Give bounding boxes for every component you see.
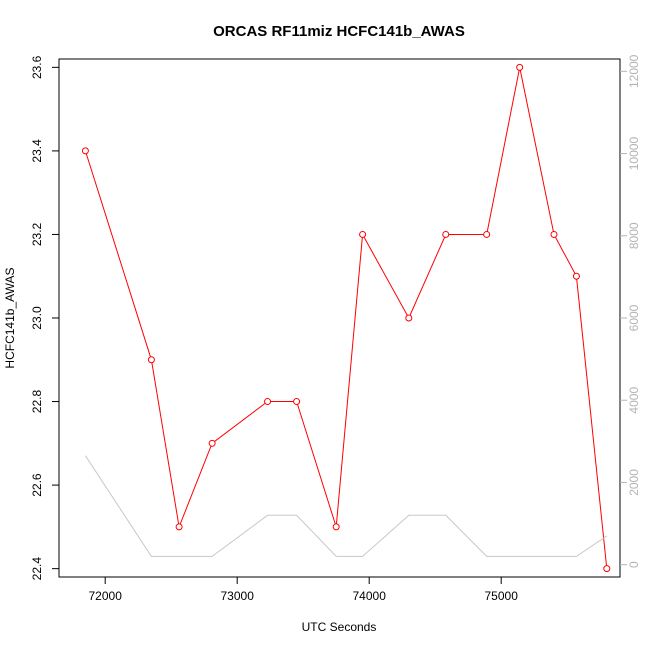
data-point xyxy=(405,314,413,322)
y2-tick-label: 2000 xyxy=(627,469,641,496)
y-tick-label: 23.2 xyxy=(30,222,44,246)
y2-tick-label: 4000 xyxy=(627,387,641,414)
y-tick-label: 22.6 xyxy=(30,473,44,497)
secondary-series-line xyxy=(84,455,608,557)
data-point xyxy=(208,439,216,447)
data-point xyxy=(516,63,524,71)
data-point xyxy=(483,230,491,238)
data-point xyxy=(175,523,183,531)
x-tick-label: 74000 xyxy=(353,589,387,603)
x-tick-label: 75000 xyxy=(485,589,519,603)
data-point xyxy=(442,230,450,238)
primary-series-line xyxy=(84,67,608,569)
data-point xyxy=(264,398,272,406)
x-tick-label: 73000 xyxy=(221,589,255,603)
data-point xyxy=(572,272,580,280)
y-tick-label: 23.6 xyxy=(30,55,44,79)
data-point xyxy=(293,398,301,406)
y2-tick-label: 8000 xyxy=(627,222,641,249)
data-point xyxy=(359,230,367,238)
axis-ticks: 72000 73000 74000 75000 22.4 22.6 22.8 23.0 23.2… xyxy=(30,54,641,603)
x-tick-label: 72000 xyxy=(89,589,123,603)
y-axis-label: HCFC141b_AWAS xyxy=(3,267,17,368)
y2-tick-label: 10000 xyxy=(627,137,641,171)
y2-tick-label: 6000 xyxy=(627,304,641,331)
data-point xyxy=(81,147,89,155)
y2-tick-label: 0 xyxy=(627,561,641,568)
plot-frame xyxy=(58,58,621,578)
data-point xyxy=(550,230,558,238)
data-point xyxy=(147,356,155,364)
y-tick-label: 23.0 xyxy=(30,306,44,330)
data-point xyxy=(603,565,611,573)
y-tick-label: 23.4 xyxy=(30,139,44,163)
y2-tick-label: 12000 xyxy=(627,54,641,88)
y-tick-label: 22.8 xyxy=(30,390,44,414)
chart-title: ORCAS RF11miz HCFC141b_AWAS xyxy=(213,23,465,40)
data-point xyxy=(332,523,340,531)
y-tick-label: 22.4 xyxy=(30,557,44,581)
x-axis-label: UTC Seconds xyxy=(302,620,377,634)
series-layer xyxy=(81,63,611,573)
